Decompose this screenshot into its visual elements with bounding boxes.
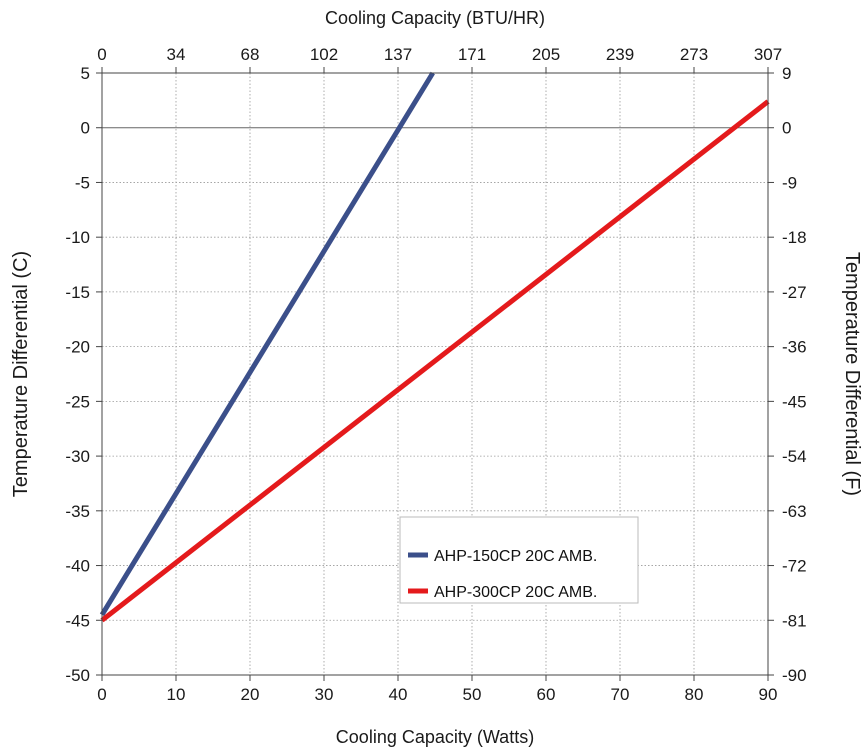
x-bottom-axis-label: Cooling Capacity (Watts) <box>336 727 534 747</box>
legend-box <box>399 516 639 604</box>
y-right-tick-label: -72 <box>782 557 807 576</box>
x-top-ticks: 0 34 68 102 137 171 205 239 273 307 <box>97 45 782 73</box>
y-left-tick-label: -15 <box>65 283 90 302</box>
legend: AHP-150CP 20C AMB. AHP-300CP 20C AMB. <box>399 516 639 604</box>
x-top-tick-label: 205 <box>532 45 560 64</box>
x-bottom-tick-label: 50 <box>463 685 482 704</box>
y-left-tick-label: -20 <box>65 338 90 357</box>
x-bottom-tick-label: 10 <box>167 685 186 704</box>
x-bottom-tick-label: 40 <box>389 685 408 704</box>
y-right-ticks: 9 0 -9 -18 -27 -36 -45 -54 -63 -72 -81 -90 <box>768 64 807 685</box>
y-right-tick-label: -18 <box>782 228 807 247</box>
y-right-axis-label: Temperature Differential (F) <box>841 252 863 496</box>
y-left-tick-label: -5 <box>75 173 90 192</box>
x-bottom-tick-label: 0 <box>97 685 106 704</box>
y-left-tick-label: -30 <box>65 447 90 466</box>
series-line-1 <box>99 71 435 617</box>
x-top-tick-label: 0 <box>97 45 106 64</box>
y-right-tick-label: -63 <box>782 502 807 521</box>
y-right-tick-label: -36 <box>782 338 807 357</box>
y-left-tick-label: -40 <box>65 557 90 576</box>
y-left-axis-label: Temperature Differential (C) <box>10 251 32 497</box>
y-right-tick-label: -81 <box>782 611 807 630</box>
x-top-tick-label: 34 <box>167 45 186 64</box>
x-top-tick-label: 273 <box>680 45 708 64</box>
x-bottom-tick-label: 30 <box>315 685 334 704</box>
legend-label-series-2: AHP-300CP 20C AMB. <box>434 584 597 601</box>
x-top-tick-label: 307 <box>754 45 782 64</box>
y-right-tick-label: 9 <box>782 64 791 83</box>
x-top-tick-label: 137 <box>384 45 412 64</box>
x-bottom-tick-label: 70 <box>611 685 630 704</box>
y-right-tick-label: -45 <box>782 392 807 411</box>
x-bottom-tick-label: 60 <box>537 685 556 704</box>
legend-label-series-1: AHP-150CP 20C AMB. <box>434 548 597 565</box>
x-top-tick-label: 239 <box>606 45 634 64</box>
y-left-tick-label: -50 <box>65 666 90 685</box>
y-right-tick-label: -90 <box>782 666 807 685</box>
y-right-tick-label: 0 <box>782 119 791 138</box>
y-left-tick-label: -25 <box>65 392 90 411</box>
y-left-tick-label: -10 <box>65 228 90 247</box>
series-line-2 <box>100 99 770 623</box>
x-top-axis-label: Cooling Capacity (BTU/HR) <box>325 8 545 28</box>
y-left-tick-label: -35 <box>65 502 90 521</box>
y-right-tick-label: -9 <box>782 173 797 192</box>
y-left-tick-label: 5 <box>81 64 90 83</box>
y-left-tick-label: 0 <box>81 119 90 138</box>
x-top-tick-label: 102 <box>310 45 338 64</box>
x-bottom-tick-label: 90 <box>759 685 778 704</box>
y-right-tick-label: -27 <box>782 283 807 302</box>
x-top-tick-label: 171 <box>458 45 486 64</box>
series-layer <box>99 71 770 623</box>
x-bottom-tick-label: 20 <box>241 685 260 704</box>
x-bottom-tick-label: 80 <box>685 685 704 704</box>
y-left-ticks: 5 0 -5 -10 -15 -20 -25 -30 -35 -40 -45 -50 <box>65 64 102 685</box>
y-left-tick-label: -45 <box>65 611 90 630</box>
x-bottom-ticks: 0 10 20 30 40 50 60 70 80 90 <box>97 675 777 704</box>
y-right-tick-label: -54 <box>782 447 807 466</box>
plot-frame <box>101 72 769 676</box>
x-top-tick-label: 68 <box>241 45 260 64</box>
